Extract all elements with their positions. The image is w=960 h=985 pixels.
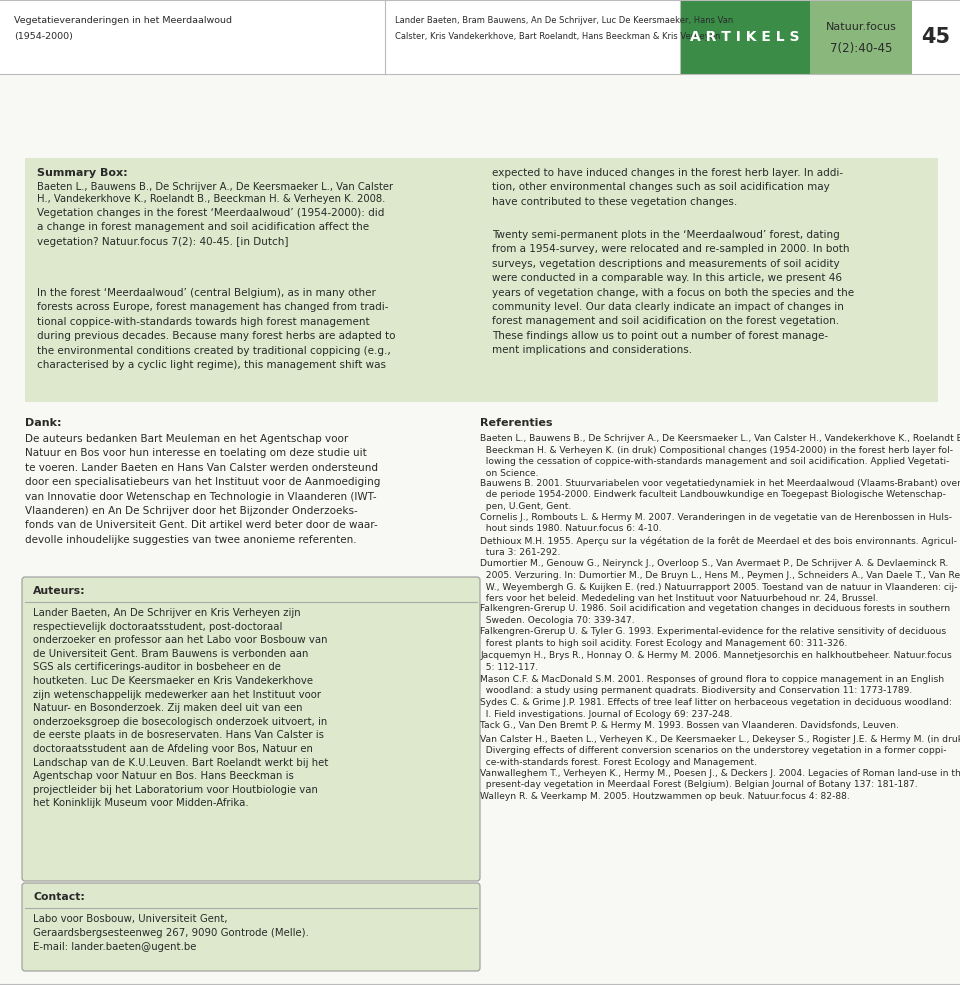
Text: Falkengren-Grerup U. & Tyler G. 1993. Experimental-evidence for the relative sen: Falkengren-Grerup U. & Tyler G. 1993. Ex… [480,627,947,648]
Text: In the forest ‘Meerdaalwoud’ (central Belgium), as in many other
forests across : In the forest ‘Meerdaalwoud’ (central Be… [37,288,396,370]
Bar [680,0,810,74]
Text: Baeten L., Bauwens B., De Schrijver A., De Keersmaeker L., Van Calster: Baeten L., Bauwens B., De Schrijver A., … [37,182,394,192]
Text: (1954-2000): (1954-2000) [14,32,73,41]
Text: Vanwalleghem T., Verheyen K., Hermy M., Poesen J., & Deckers J. 2004. Legacies o: Vanwalleghem T., Verheyen K., Hermy M., … [480,768,960,789]
Text: expected to have induced changes in the forest herb layer. In addi-
tion, other : expected to have induced changes in the … [492,168,843,207]
Text: 45: 45 [922,27,950,47]
Text: Auteurs:: Auteurs: [33,586,85,596]
Text: Falkengren-Grerup U. 1986. Soil acidification and vegetation changes in deciduou: Falkengren-Grerup U. 1986. Soil acidific… [480,604,950,624]
Text: Dumortier M., Genouw G., Neirynck J., Overloop S., Van Avermaet P., De Schrijver: Dumortier M., Genouw G., Neirynck J., Ov… [480,559,960,604]
FancyBboxPatch shape [22,883,480,971]
Text: Twenty semi-permanent plots in the ‘Meerdaalwoud’ forest, dating
from a 1954-sur: Twenty semi-permanent plots in the ‘Meer… [492,230,854,356]
Text: Natuur.focus: Natuur.focus [826,22,897,32]
Text: Dethioux M.H. 1955. Aperçu sur la végétation de la forêt de Meerdael et des bois: Dethioux M.H. 1955. Aperçu sur la végéta… [480,536,957,558]
Text: Calster, Kris Vandekerkhove, Bart Roelandt, Hans Beeckman & Kris Verheyen: Calster, Kris Vandekerkhove, Bart Roelan… [395,32,720,41]
Text: Baeten L., Bauwens B., De Schrijver A., De Keersmaeker L., Van Calster H., Vande: Baeten L., Bauwens B., De Schrijver A., … [480,434,960,478]
Text: Lander Baeten, An De Schrijver en Kris Verheyen zijn
respectievelijk doctoraatss: Lander Baeten, An De Schrijver en Kris V… [33,608,328,809]
Text: Walleyn R. & Veerkamp M. 2005. Houtzwammen op beuk. Natuur.focus 4: 82-88.: Walleyn R. & Veerkamp M. 2005. Houtzwamm… [480,792,850,801]
Text: Vegetatieveranderingen in het Meerdaalwoud: Vegetatieveranderingen in het Meerdaalwo… [14,16,232,25]
Text: Cornelis J., Rombouts L. & Hermy M. 2007. Veranderingen in de vegetatie van de H: Cornelis J., Rombouts L. & Hermy M. 2007… [480,512,952,533]
Text: De auteurs bedanken Bart Meuleman en het Agentschap voor
Natuur en Bos voor hun : De auteurs bedanken Bart Meuleman en het… [25,434,380,545]
Text: H., Vandekerkhove K., Roelandt B., Beeckman H. & Verheyen K. 2008.: H., Vandekerkhove K., Roelandt B., Beeck… [37,194,385,204]
Text: Labo voor Bosbouw, Universiteit Gent,
Geraardsbergsesteenweg 267, 9090 Gontrode : Labo voor Bosbouw, Universiteit Gent, Ge… [33,914,309,952]
Text: A R T I K E L S: A R T I K E L S [690,30,800,44]
Text: Jacquemyn H., Brys R., Honnay O. & Hermy M. 2006. Mannetjesorchis en halkhoutbeh: Jacquemyn H., Brys R., Honnay O. & Hermy… [480,651,951,672]
Text: 7(2):40-45: 7(2):40-45 [829,42,892,55]
Text: Summary Box:: Summary Box: [37,168,128,178]
Bar [25,158,938,402]
Bar [810,0,912,74]
Text: Tack G., Van Den Bremt P. & Hermy M. 1993. Bossen van Vlaanderen. Davidsfonds, L: Tack G., Van Den Bremt P. & Hermy M. 199… [480,721,899,731]
Text: Van Calster H., Baeten L., Verheyen K., De Keersmaeker L., Dekeyser S., Rogister: Van Calster H., Baeten L., Verheyen K., … [480,735,960,766]
FancyBboxPatch shape [22,577,480,881]
Text: Sydes C. & Grime J.P. 1981. Effects of tree leaf litter on herbaceous vegetation: Sydes C. & Grime J.P. 1981. Effects of t… [480,698,952,719]
Bar [0,0,960,74]
Text: Bauwens B. 2001. Stuurvariabelen voor vegetatiedynamiek in het Meerdaalwoud (Vla: Bauwens B. 2001. Stuurvariabelen voor ve… [480,479,960,511]
Text: Dank:: Dank: [25,418,61,428]
Text: Referenties: Referenties [480,418,553,428]
Text: Mason C.F. & MacDonald S.M. 2001. Responses of ground flora to coppice managemen: Mason C.F. & MacDonald S.M. 2001. Respon… [480,675,944,695]
Text: Contact:: Contact: [33,892,84,902]
Text: Vegetation changes in the forest ‘Meerdaalwoud’ (1954-2000): did
a change in for: Vegetation changes in the forest ‘Meerda… [37,208,384,247]
Text: Lander Baeten, Bram Bauwens, An De Schrijver, Luc De Keersmaeker, Hans Van: Lander Baeten, Bram Bauwens, An De Schri… [395,16,733,25]
Bar [912,0,960,74]
